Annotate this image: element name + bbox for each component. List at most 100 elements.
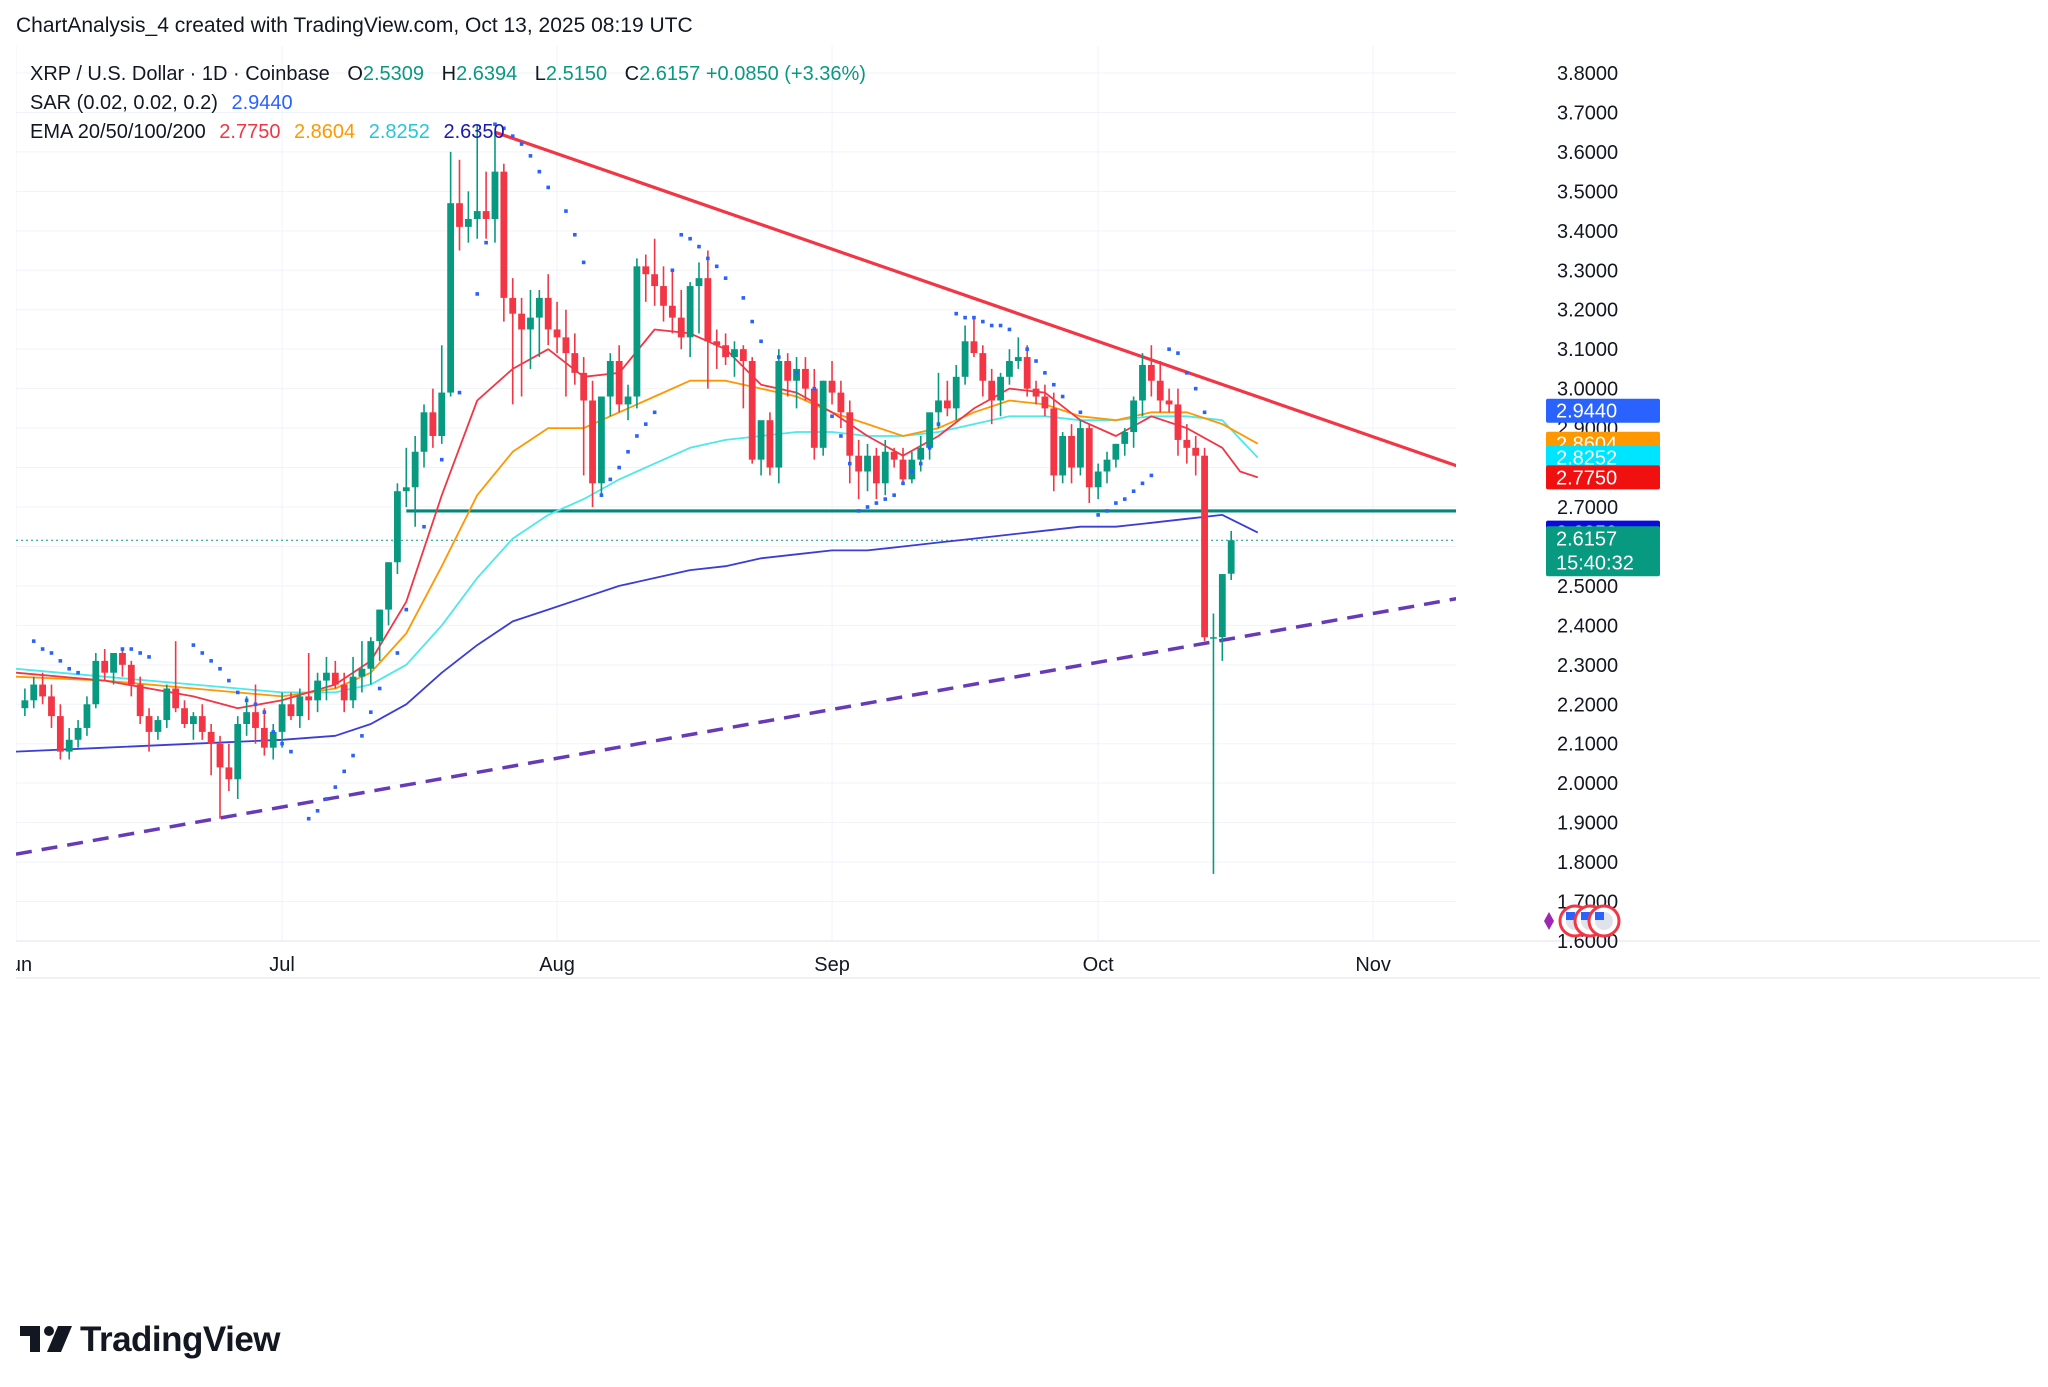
sar-dot bbox=[635, 434, 639, 438]
candle bbox=[305, 652, 313, 721]
sar-dot bbox=[989, 323, 994, 328]
candle-body bbox=[456, 203, 463, 227]
sar-dot bbox=[794, 371, 799, 375]
candle-body bbox=[367, 641, 375, 669]
candle-body bbox=[704, 278, 712, 342]
candle-body bbox=[198, 716, 206, 732]
candle bbox=[367, 637, 375, 685]
symbol-name[interactable]: XRP / U.S. Dollar · 1D · Coinbase bbox=[30, 63, 330, 85]
sar-dot bbox=[1202, 410, 1207, 415]
low-label: L bbox=[534, 63, 546, 85]
sar-dot bbox=[306, 816, 311, 821]
candle-body bbox=[92, 660, 100, 705]
candle-body bbox=[48, 696, 55, 717]
candle-body bbox=[899, 459, 907, 480]
candle bbox=[420, 404, 428, 468]
close-label: C bbox=[624, 63, 640, 85]
sar-dot bbox=[972, 315, 976, 320]
countdown-label: 15:40:32 bbox=[1556, 552, 1634, 574]
candle bbox=[1041, 384, 1049, 417]
candle-body bbox=[278, 704, 286, 732]
candle-body bbox=[287, 704, 295, 717]
candle bbox=[872, 447, 880, 500]
candle-body bbox=[207, 731, 215, 744]
sar-dot bbox=[750, 319, 755, 324]
candle-body bbox=[686, 286, 694, 338]
chart-caption: ChartAnalysis_4 created with TradingView… bbox=[16, 14, 693, 37]
candle-body bbox=[1165, 400, 1173, 405]
time-tick-label: Sep bbox=[814, 954, 850, 976]
candle-body bbox=[305, 696, 313, 701]
candle bbox=[997, 372, 1004, 417]
time-tick-label: Jul bbox=[269, 954, 295, 976]
price-tick-label: 3.6000 bbox=[1557, 142, 1618, 164]
candle-body bbox=[589, 400, 596, 484]
sar-dot bbox=[759, 339, 763, 344]
candle bbox=[935, 372, 942, 429]
candle-body bbox=[917, 447, 925, 460]
candle bbox=[473, 124, 481, 239]
sar-dot bbox=[1025, 347, 1029, 351]
price-tick-label: 1.8000 bbox=[1557, 852, 1618, 874]
price-badge: 2.7750 bbox=[1546, 465, 1660, 490]
candle bbox=[1094, 463, 1102, 500]
price-badge-bg bbox=[1546, 445, 1660, 470]
candle bbox=[1227, 530, 1235, 580]
tradingview-logo-icon bbox=[20, 1326, 72, 1352]
sar-dot bbox=[351, 753, 355, 758]
candle-body bbox=[56, 716, 64, 752]
candle bbox=[535, 290, 543, 358]
ema-row[interactable]: EMA 20/50/100/200 2.7750 2.8604 2.8252 2… bbox=[30, 118, 866, 147]
candle-body bbox=[216, 743, 224, 768]
ema100-value: 2.8252 bbox=[368, 121, 430, 143]
candle bbox=[926, 412, 934, 460]
sar-dot bbox=[981, 319, 985, 324]
candle bbox=[695, 262, 703, 334]
sar-dot bbox=[1096, 513, 1100, 517]
candle bbox=[1059, 432, 1067, 484]
candle bbox=[757, 420, 765, 476]
price-chart[interactable]: 3.8000 3.7000 3.6000 3.5000 3.4000 3.3000 3.20… bbox=[16, 46, 2040, 1286]
candle bbox=[784, 353, 792, 397]
candle-body bbox=[731, 349, 738, 358]
sar-dot bbox=[892, 493, 896, 497]
price-tick-label: 3.8000 bbox=[1557, 63, 1618, 85]
candle bbox=[349, 656, 357, 709]
candle-body bbox=[1227, 540, 1235, 574]
candle-body bbox=[225, 767, 233, 780]
sar-dot bbox=[670, 268, 675, 273]
candle bbox=[686, 282, 694, 358]
candle-body bbox=[1103, 459, 1111, 472]
candle bbox=[739, 345, 747, 409]
open-label: O bbox=[347, 63, 363, 85]
candle-body bbox=[385, 562, 392, 610]
candle-body bbox=[39, 684, 47, 697]
candle bbox=[961, 325, 969, 385]
candle bbox=[527, 290, 534, 369]
candle bbox=[296, 688, 304, 728]
price-badge-label: 2.7750 bbox=[1556, 467, 1617, 489]
candle bbox=[908, 451, 916, 484]
tradingview-logo[interactable]: TradingView bbox=[20, 1320, 281, 1360]
sar-row[interactable]: SAR (0.02, 0.02, 0.2) 2.9440 bbox=[30, 89, 866, 118]
candle-body bbox=[979, 353, 987, 381]
candle-body bbox=[243, 712, 251, 724]
candle-body bbox=[837, 392, 845, 413]
flag-canton bbox=[1595, 912, 1604, 920]
sar-dot bbox=[475, 292, 480, 296]
price-axis: 3.8000 3.7000 3.6000 3.5000 3.4000 3.3000 3.20… bbox=[1557, 63, 1618, 953]
candle-body bbox=[1059, 435, 1067, 476]
sar-dot bbox=[369, 710, 373, 714]
candle bbox=[766, 412, 774, 476]
sar-dot bbox=[510, 134, 515, 138]
candle-body bbox=[660, 286, 667, 306]
price-badge: 2.9440 bbox=[1546, 398, 1660, 423]
candle bbox=[704, 250, 712, 389]
candle-body bbox=[376, 609, 384, 642]
sar-dot bbox=[484, 240, 488, 245]
candle bbox=[819, 380, 827, 456]
sar-dot bbox=[679, 232, 684, 237]
chart-area[interactable]: 3.8000 3.7000 3.6000 3.5000 3.4000 3.3000 3.20… bbox=[16, 46, 2040, 1286]
candle bbox=[464, 191, 472, 243]
